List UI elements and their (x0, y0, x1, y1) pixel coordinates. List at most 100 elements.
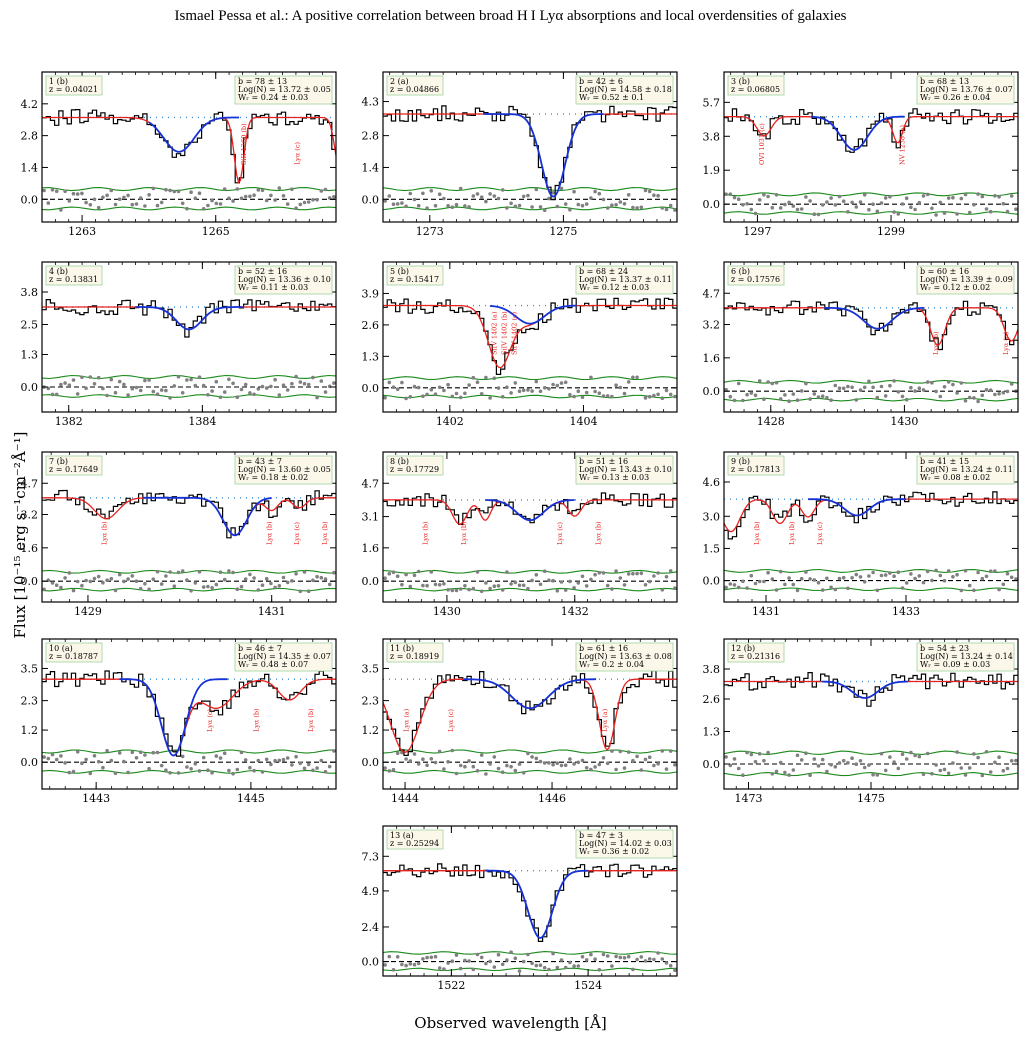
residual-point (122, 759, 126, 764)
residual-point (917, 386, 922, 391)
panel-id-label: 8 (b) (390, 457, 409, 466)
x-tick-label: 1382 (55, 415, 83, 428)
panel-id-box (45, 642, 103, 663)
residual-point (467, 205, 471, 209)
residual-point (597, 391, 602, 396)
residual-point (846, 761, 850, 765)
residual-point (130, 750, 135, 755)
model-bla-component (143, 496, 272, 537)
line-id-label: Lyα (c) (447, 708, 455, 732)
residual-point (976, 755, 980, 760)
residual-point (256, 188, 261, 192)
residual-point (509, 582, 513, 586)
wr-param-label: Wᵣ = 0.12 ± 0.03 (579, 283, 649, 292)
residual-point (458, 186, 463, 191)
residual-point (416, 961, 421, 966)
residual-point (155, 392, 160, 397)
error-upper (383, 749, 677, 754)
residual-point (425, 955, 429, 960)
residual-point (84, 578, 88, 583)
residual-point (728, 192, 733, 196)
residual-point (42, 587, 46, 592)
residual-point (273, 377, 277, 382)
line-id-label: NV 1238 (a) (898, 125, 906, 165)
error-lower (383, 206, 677, 211)
y-tick-label: 0.0 (362, 382, 380, 395)
residual-point (134, 202, 139, 206)
y-tick-label: 2.6 (362, 319, 380, 332)
residual-point (584, 390, 589, 395)
logn-param-label: Log(N) = 13.24 ± 0.11 (920, 465, 1013, 474)
residual-point (618, 200, 623, 204)
residual-point (555, 589, 560, 593)
line-id-label: Lyα (a) (601, 708, 609, 732)
residual-point (50, 752, 55, 757)
residual-point (766, 194, 770, 199)
residual-point (395, 387, 400, 392)
residual-point (505, 385, 509, 390)
residual-point (206, 393, 210, 397)
residual-point (955, 391, 959, 395)
residual-point (551, 191, 555, 195)
residual-point (113, 771, 118, 776)
residual-point (601, 197, 606, 202)
residual-point (563, 763, 568, 767)
x-tick-label: 1524 (574, 979, 602, 992)
residual-point (997, 392, 1001, 396)
residual-point (589, 577, 593, 582)
residual-point (471, 967, 476, 972)
fit-params-box (234, 642, 333, 672)
error-upper (383, 951, 677, 955)
residual-point (568, 208, 572, 212)
residual-point (622, 956, 627, 960)
residual-point (67, 571, 72, 575)
y-tick-label: 3.0 (703, 510, 721, 523)
residual-point (879, 751, 884, 756)
residual-point (888, 383, 892, 388)
residual-point (306, 382, 311, 387)
panel-id-label: 13 (a) (390, 831, 414, 840)
residual-point (429, 955, 434, 960)
residual-point (837, 194, 842, 199)
model-bla-component (822, 680, 908, 699)
residual-point (563, 965, 568, 970)
residual-point (138, 750, 143, 754)
residual-point (143, 753, 147, 757)
residual-point (568, 757, 572, 761)
residual-point (988, 209, 993, 214)
residual-point (576, 581, 581, 585)
residual-point (762, 193, 766, 197)
model-total (383, 304, 677, 369)
residual-point (547, 967, 551, 972)
residual-point (547, 578, 551, 583)
fit-params-box (575, 455, 674, 485)
residual-point (521, 771, 526, 775)
panel-3: OVI 1031 (c) NV 1238 (a) 1297 1299 5.7 3.8 1.9… (703, 71, 1019, 238)
residual-point (791, 582, 796, 587)
residual-point (222, 577, 227, 582)
residual-point (555, 761, 560, 765)
residual-point (311, 768, 315, 773)
y-tick-label: 1.2 (21, 724, 39, 737)
error-upper (724, 568, 1018, 573)
residual-point (143, 204, 147, 208)
residual-point (896, 212, 901, 216)
residual-point (647, 394, 652, 399)
panel-id-label: 4 (b) (49, 267, 68, 276)
residual-point (513, 768, 518, 773)
residual-point (753, 393, 758, 398)
residual-point (673, 208, 677, 212)
residual-point (168, 771, 172, 775)
residual-point (311, 198, 315, 202)
residual-point (458, 763, 463, 768)
residual-point (513, 580, 518, 585)
residual-point (122, 195, 126, 200)
residual-point (231, 381, 235, 386)
residual-point (568, 960, 572, 965)
residual-point (488, 396, 492, 400)
residual-point (454, 771, 459, 776)
residual-point (484, 375, 488, 380)
residual-point (728, 582, 733, 586)
residual-point (475, 380, 480, 385)
residual-point (189, 377, 193, 382)
